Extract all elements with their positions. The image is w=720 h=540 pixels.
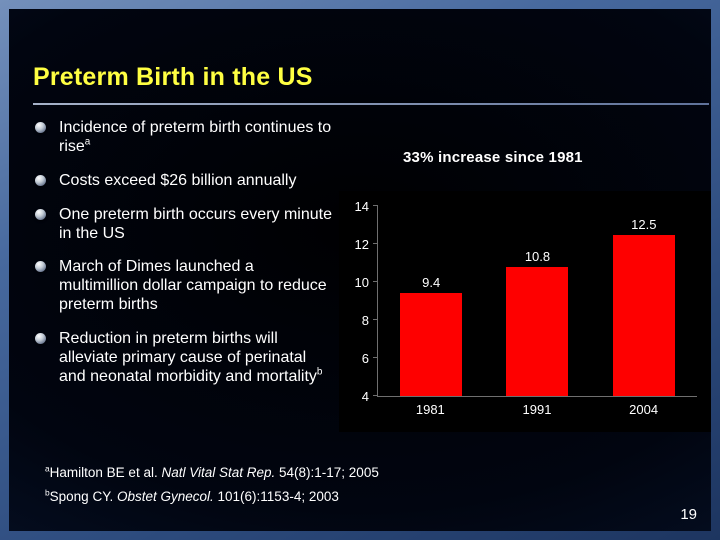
footnote-marker: b xyxy=(316,366,323,378)
chart-annotation: 33% increase since 1981 xyxy=(403,149,583,166)
chart-bar xyxy=(506,266,569,396)
chart-plot-area: 9.4 10.8 12.5 xyxy=(373,205,697,397)
chart-bar-column: 12.5 xyxy=(594,206,693,396)
bullet-icon xyxy=(35,261,46,273)
x-category-label: 2004 xyxy=(629,402,659,417)
x-category-label: 1991 xyxy=(522,402,552,417)
bullet-item: Reduction in preterm births will allevia… xyxy=(35,330,337,387)
bullet-text-main: Incidence of preterm birth continues to … xyxy=(59,119,332,155)
footnote: bSpong CY. Obstet Gynecol. 101(6):1153-4… xyxy=(45,487,379,504)
bullet-text-main: One preterm birth occurs every minute in… xyxy=(59,205,332,242)
bar-value-label: 9.4 xyxy=(422,275,441,291)
chart-bar xyxy=(400,293,463,396)
title-divider xyxy=(33,103,709,105)
y-tick-label: 4 xyxy=(361,389,369,404)
bullet-list: Incidence of preterm birth continues to … xyxy=(35,119,337,402)
chart-bar-column: 10.8 xyxy=(488,206,587,396)
footnote-author: Spong CY. xyxy=(49,489,117,504)
footnote-journal: Natl Vital Stat Rep. xyxy=(161,465,276,480)
incidence-bar-chart: 4 6 8 10 12 14 9.4 10.8 12.5 1981 1991 2004 xyxy=(339,191,711,432)
footnote-author: Hamilton BE et al. xyxy=(49,465,162,480)
footnote-marker: a xyxy=(45,463,50,474)
bullet-icon xyxy=(35,122,46,133)
y-tick-mark xyxy=(373,243,378,244)
y-tick-mark xyxy=(373,205,378,206)
chart-bar-column: 9.4 xyxy=(382,206,481,396)
y-tick-label: 8 xyxy=(361,313,369,328)
bullet-text-main: March of Dimes launched a multimillion d… xyxy=(59,258,327,314)
bullet-icon xyxy=(35,208,46,220)
bullet-icon xyxy=(35,174,46,186)
chart-y-axis: 4 6 8 10 12 14 xyxy=(345,199,377,404)
footnote-ref: 101(6):1153-4; 2003 xyxy=(213,489,339,504)
y-tick-mark xyxy=(373,357,378,358)
footnote-journal: Obstet Gynecol. xyxy=(116,489,214,504)
y-tick-label: 12 xyxy=(354,237,369,252)
x-category-label: 1981 xyxy=(415,402,445,417)
bullet-text-main: Costs exceed $26 billion annually xyxy=(59,171,297,189)
slide-background: Preterm Birth in the US Incidence of pre… xyxy=(9,9,711,531)
y-tick-label: 6 xyxy=(361,351,369,366)
footnote-ref: 54(8):1-17; 2005 xyxy=(275,465,379,480)
y-tick-mark xyxy=(373,281,378,282)
bullet-text: Costs exceed $26 billion annually xyxy=(59,172,296,191)
chart-inner: 4 6 8 10 12 14 9.4 10.8 12.5 1981 1991 2004 xyxy=(339,191,711,423)
bullet-text: One preterm birth occurs every minute in… xyxy=(59,206,337,244)
y-tick-label: 10 xyxy=(354,275,369,290)
bar-value-label: 12.5 xyxy=(631,216,657,232)
bullet-text: Incidence of preterm birth continues to … xyxy=(59,119,337,157)
bullet-text: Reduction in preterm births will allevia… xyxy=(59,330,337,387)
y-tick-label: 14 xyxy=(354,199,369,214)
bullet-item: Costs exceed $26 billion annually xyxy=(35,172,337,191)
footnote-marker: b xyxy=(45,487,50,498)
bullet-text-main: Reduction in preterm births will allevia… xyxy=(59,330,317,385)
y-tick-mark xyxy=(373,395,378,396)
bullet-item: One preterm birth occurs every minute in… xyxy=(35,206,337,244)
bar-value-label: 10.8 xyxy=(524,248,551,264)
chart-plot-wrap: 9.4 10.8 12.5 1981 1991 2004 xyxy=(373,205,697,417)
bullet-item: Incidence of preterm birth continues to … xyxy=(35,119,337,157)
bullet-item: March of Dimes launched a multimillion d… xyxy=(35,258,337,315)
footnote-marker: a xyxy=(84,136,91,148)
y-tick-mark xyxy=(373,319,378,320)
page-title: Preterm Birth in the US xyxy=(33,63,313,91)
page-number: 19 xyxy=(680,506,697,523)
footnotes: aHamilton BE et al. Natl Vital Stat Rep.… xyxy=(45,463,379,513)
chart-x-axis: 1981 1991 2004 xyxy=(377,402,697,417)
bullet-icon xyxy=(35,333,46,344)
bullet-text: March of Dimes launched a multimillion d… xyxy=(59,258,337,315)
footnote: aHamilton BE et al. Natl Vital Stat Rep.… xyxy=(45,463,379,480)
chart-bar xyxy=(612,234,675,396)
